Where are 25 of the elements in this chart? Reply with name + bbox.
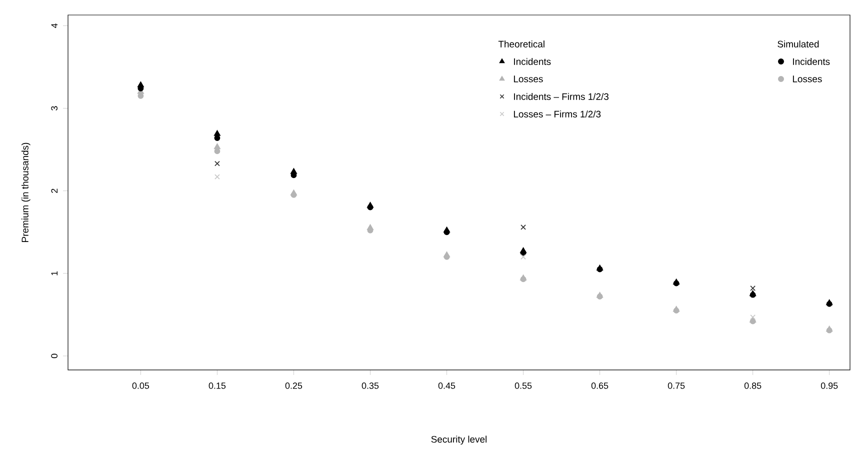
legend-label: Losses <box>514 76 543 82</box>
x-tick-label: 0.75 <box>668 382 685 389</box>
x-tick-label: 0.05 <box>132 382 150 389</box>
x-tick-label: 0.55 <box>514 382 532 389</box>
x-tick-label: 0.15 <box>208 382 226 389</box>
x-tick-label: 0.45 <box>438 382 456 389</box>
x-axis-title: Security level <box>431 436 486 445</box>
y-tick-label: 1 <box>51 271 58 276</box>
legend-label: Incidents – Firms 1/2/3 <box>514 93 609 100</box>
x-tick-label: 0.25 <box>285 382 302 389</box>
y-tick-label: 2 <box>51 188 58 193</box>
legend-label: Losses <box>792 76 822 82</box>
y-tick-label: 4 <box>51 23 58 28</box>
x-tick-label: 0.65 <box>591 382 608 389</box>
x-tick-label: 0.35 <box>362 382 379 389</box>
legend-label: Incidents <box>793 58 830 65</box>
legend-label: Losses – Firms 1/2/3 <box>514 110 601 118</box>
annotation: Theoretical <box>498 40 544 48</box>
x-tick-label: 0.95 <box>820 382 838 389</box>
x-tick-label: 0.85 <box>744 382 762 389</box>
annotation: Simulated <box>778 40 819 48</box>
y-axis-title: Premium (in thousands) <box>21 142 30 242</box>
legend-label: Incidents <box>514 58 551 65</box>
y-tick-label: 3 <box>51 106 58 110</box>
y-tick-label: 0 <box>51 354 58 358</box>
